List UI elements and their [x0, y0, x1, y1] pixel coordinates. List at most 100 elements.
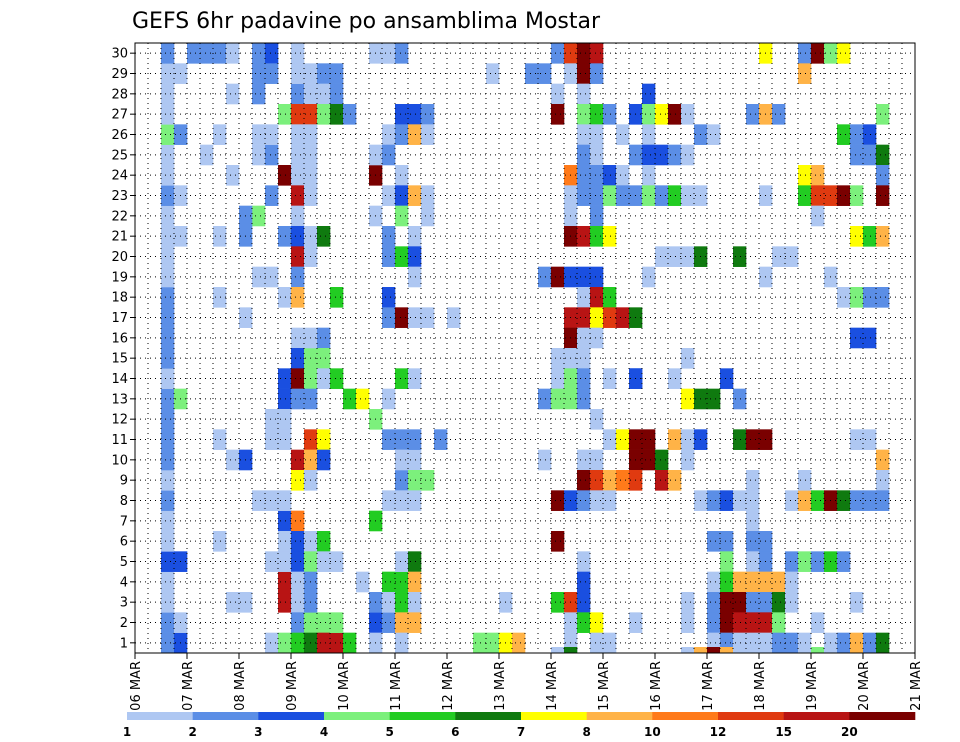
gridlines: [135, 43, 915, 653]
heatmap-cell: [603, 632, 617, 654]
heatmap-cell: [863, 490, 877, 511]
heatmap-cell: [278, 388, 292, 410]
heatmap-cell: [655, 246, 669, 267]
heatmap-cell: [720, 612, 734, 633]
heatmap-cell: [642, 165, 656, 186]
heatmap-cell: [161, 490, 175, 511]
heatmap-cell: [343, 104, 357, 125]
heatmap-cell: [863, 287, 877, 308]
heatmap-cell: [590, 185, 604, 206]
heatmap-cell: [603, 165, 617, 186]
heatmap-cell: [577, 104, 591, 125]
heatmap-cell: [577, 571, 591, 593]
heatmap-cell: [798, 63, 812, 84]
y-tick-label: 28: [111, 87, 128, 102]
legend-label: 10: [644, 725, 661, 739]
heatmap-cell: [382, 287, 396, 308]
heatmap-cell: [642, 144, 656, 166]
heatmap-cell: [577, 226, 591, 247]
heatmap-cell: [161, 429, 175, 450]
heatmap-cell: [291, 551, 305, 572]
heatmap-cell: [720, 647, 734, 653]
heatmap-cell: [382, 185, 396, 206]
heatmap-cell: [278, 104, 292, 125]
heatmap-cell: [161, 612, 175, 633]
heatmap-cell: [876, 144, 890, 166]
heatmap-cell: [681, 429, 695, 450]
heatmap-cell: [330, 632, 344, 654]
heatmap-cell: [837, 124, 851, 145]
heatmap-cell: [291, 510, 305, 532]
heatmap-cell: [538, 388, 552, 410]
heatmap-cell: [161, 388, 175, 410]
heatmap-cell: [577, 307, 591, 328]
heatmap-cell: [798, 470, 812, 491]
y-tick-label: 7: [120, 514, 128, 529]
heatmap-cell: [291, 388, 305, 410]
heatmap-cell: [408, 470, 422, 491]
heatmap-cell: [395, 124, 409, 145]
heatmap-cell: [213, 429, 227, 450]
heatmap-cell: [811, 185, 825, 206]
heatmap-cell: [291, 368, 305, 389]
heatmap-cell: [850, 429, 864, 450]
heatmap-cell: [811, 165, 825, 186]
heatmap-cell: [252, 43, 266, 64]
heatmap-cell: [252, 266, 266, 288]
heatmap-cell: [577, 470, 591, 491]
heatmap-cell: [252, 205, 266, 227]
heatmap-cell: [317, 63, 331, 84]
heatmap-cell: [291, 165, 305, 186]
heatmap-cell: [226, 83, 240, 105]
heatmap-cell: [707, 571, 721, 593]
heatmap-cell: [161, 409, 175, 430]
y-tick-label: 30: [111, 47, 128, 62]
heatmap-cell: [551, 348, 565, 369]
heatmap-cell: [330, 63, 344, 84]
heatmap-cell: [265, 490, 279, 511]
x-tick-label: 09 MAR: [285, 661, 300, 711]
y-tick-label: 23: [111, 189, 128, 204]
heatmap-cell: [161, 571, 175, 593]
heatmap-cell: [226, 592, 240, 613]
heatmap-cell: [330, 287, 344, 308]
heatmap-cell: [473, 632, 487, 654]
heatmap-cell: [746, 510, 760, 532]
heatmap-cell: [733, 612, 747, 633]
y-tick-label: 13: [111, 392, 128, 407]
heatmap-cell: [642, 449, 656, 471]
heatmap-cell: [291, 327, 305, 349]
heatmap-cell: [590, 124, 604, 145]
heatmap-cell: [291, 287, 305, 308]
legend-swatch: [652, 712, 719, 720]
heatmap-cell: [603, 104, 617, 125]
legend-swatch: [783, 712, 850, 720]
heatmap-cell: [278, 632, 292, 654]
heatmap-cell: [720, 571, 734, 593]
heatmap-cell: [408, 612, 422, 633]
heatmap-cell: [863, 429, 877, 450]
heatmap-cell: [278, 592, 292, 613]
heatmap-cell: [577, 63, 591, 84]
heatmap-cell: [252, 144, 266, 166]
heatmap-cell: [395, 632, 409, 654]
heatmap-cell: [161, 104, 175, 125]
heatmap-cell: [213, 287, 227, 308]
heatmap-cell: [720, 551, 734, 572]
heatmap-cell: [161, 307, 175, 328]
heatmap-cell: [655, 449, 669, 471]
y-tick-label: 12: [111, 413, 128, 428]
heatmap-cell: [161, 144, 175, 166]
legend-swatch: [192, 712, 259, 720]
legend-label: 5: [385, 725, 393, 739]
heatmap-cell: [395, 592, 409, 613]
heatmap-cell: [278, 551, 292, 572]
heatmap-cell: [408, 551, 422, 572]
heatmap-cell: [616, 429, 630, 450]
heatmap-cell: [291, 124, 305, 145]
heatmap-cell: [876, 632, 890, 654]
heatmap-cell: [252, 63, 266, 84]
heatmap-cell: [772, 632, 786, 654]
heatmap-cell: [668, 368, 682, 389]
heatmap-cell: [798, 551, 812, 572]
